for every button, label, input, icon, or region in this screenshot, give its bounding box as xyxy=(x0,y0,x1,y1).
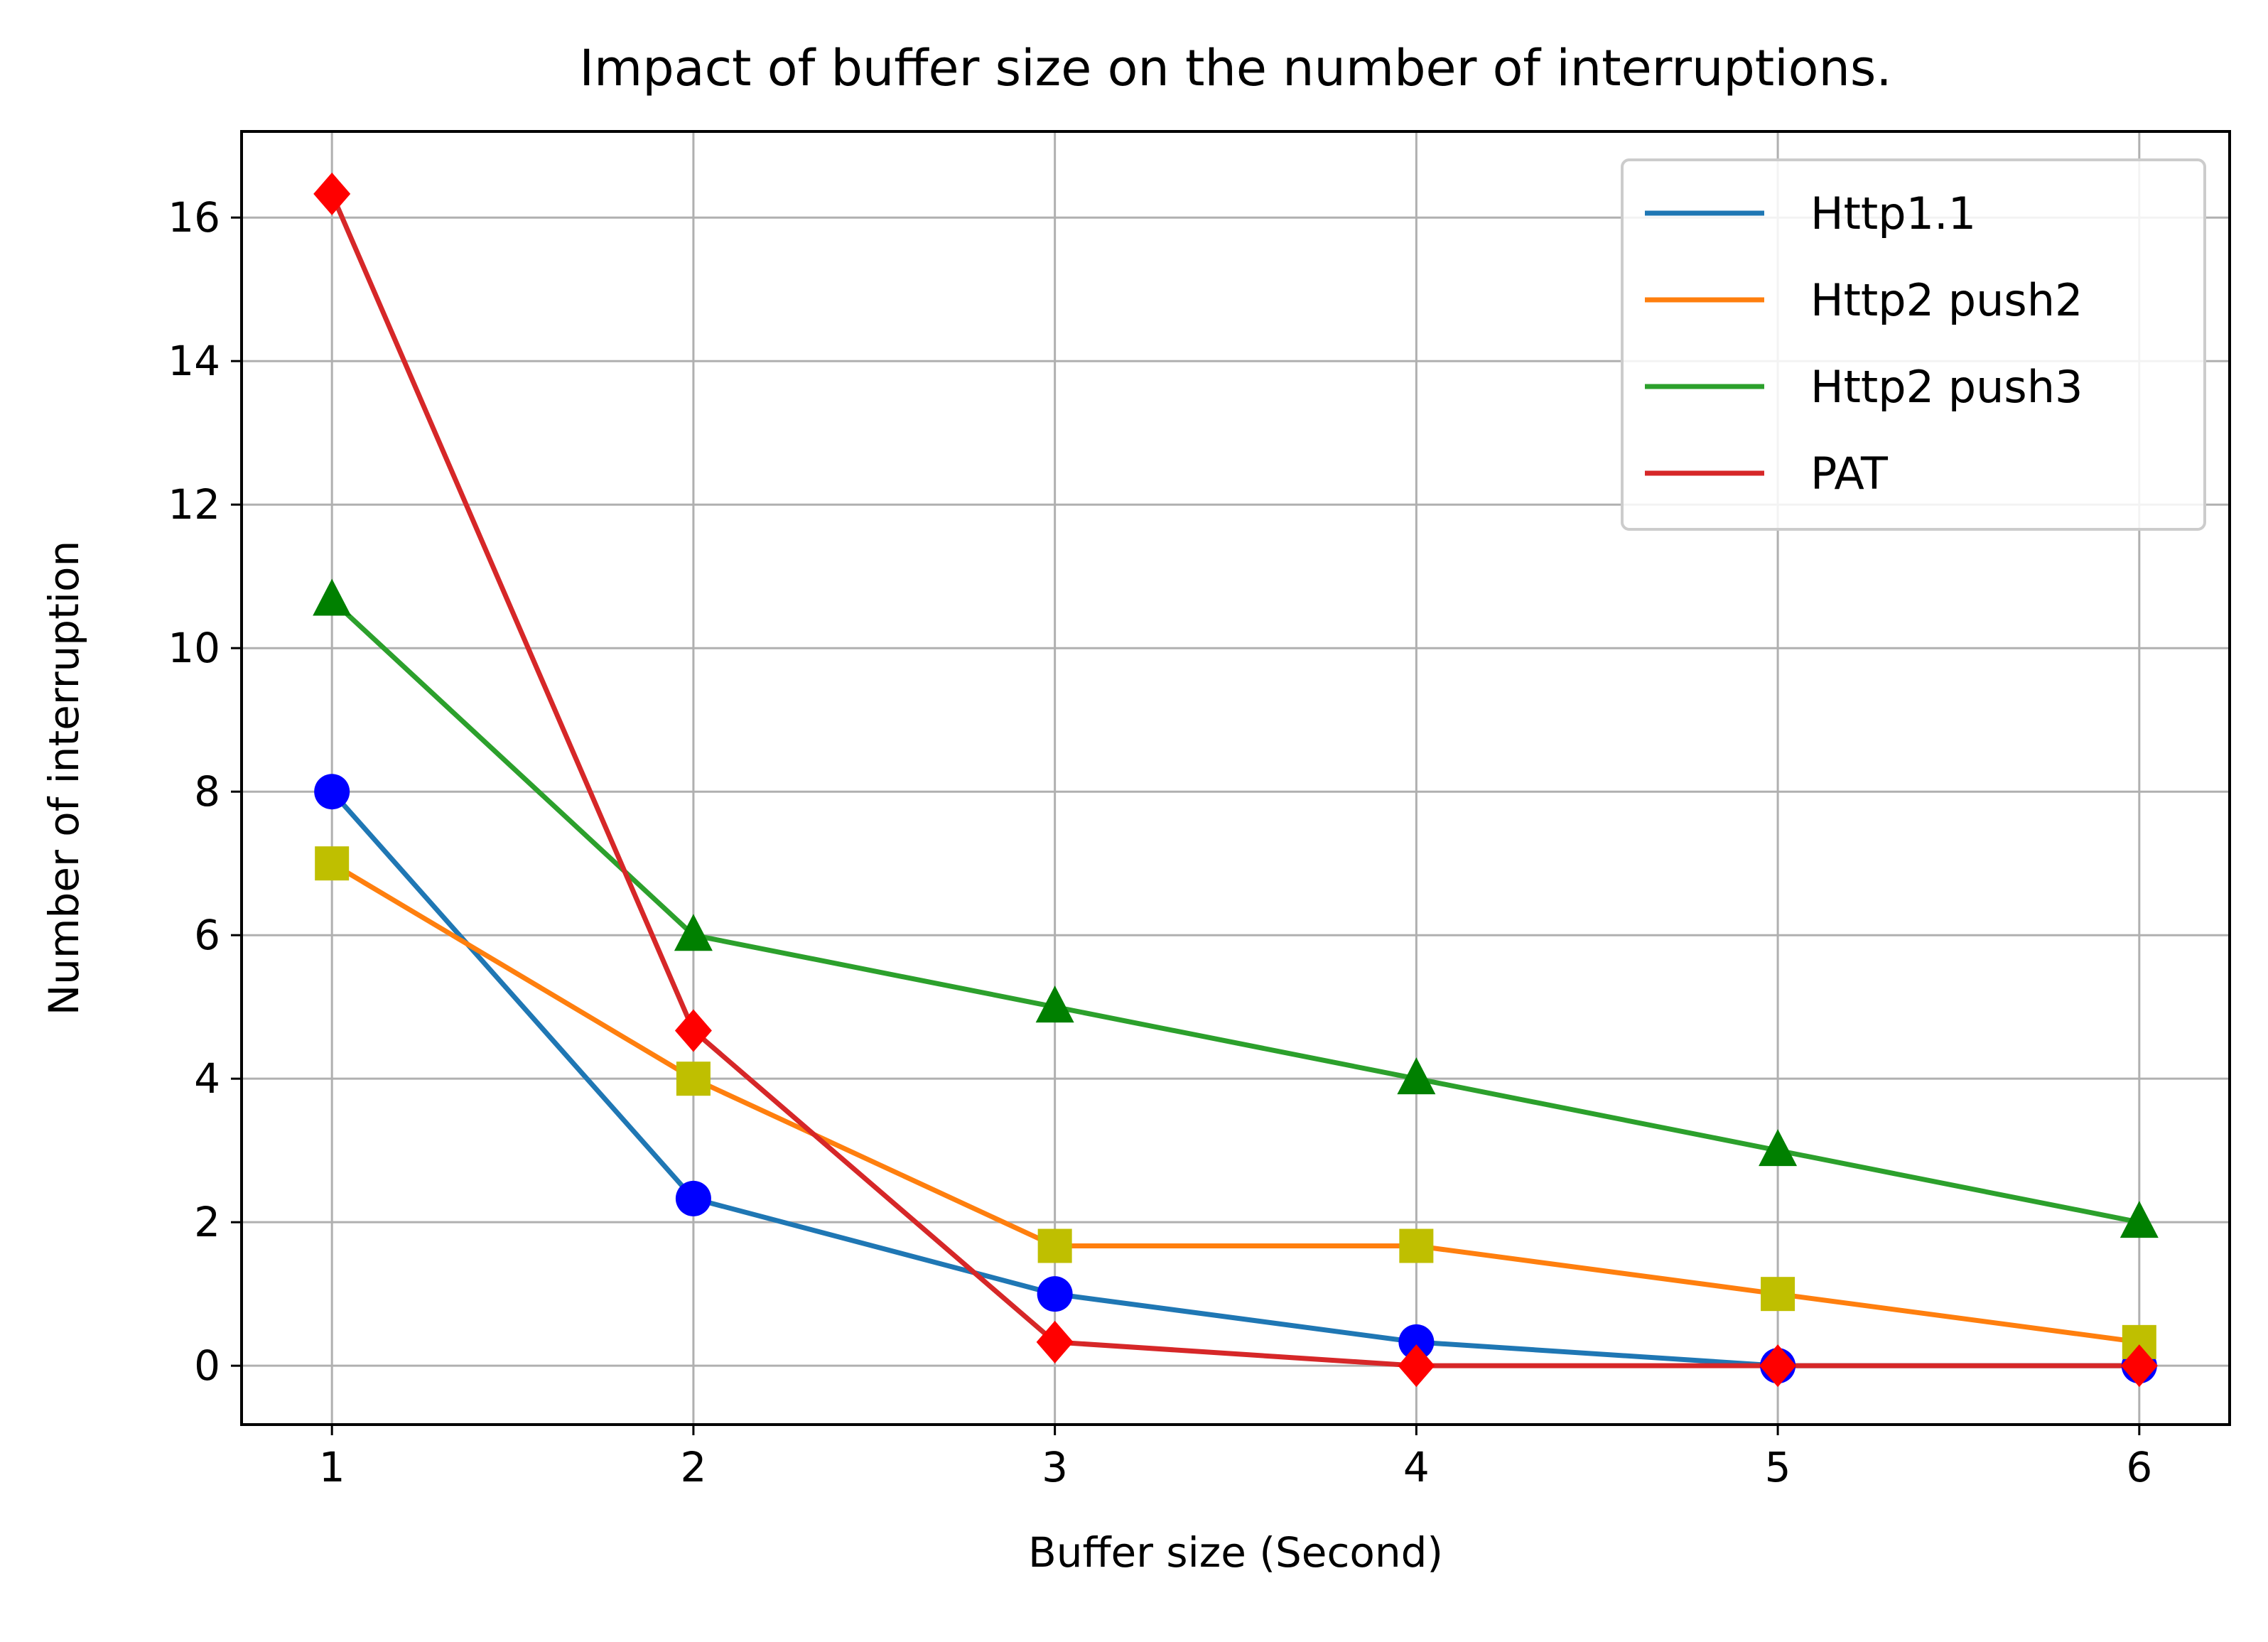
data-point-http2-push3 xyxy=(1397,1057,1436,1095)
data-point-http2-push3 xyxy=(674,914,713,951)
series-line-http2-push2 xyxy=(329,860,2142,1345)
series-markers xyxy=(313,172,2159,1388)
data-point-http2-push3 xyxy=(2120,1201,2159,1238)
y-tick-label: 0 xyxy=(194,1341,220,1390)
plot-frame xyxy=(240,130,2231,1426)
series-line-pat xyxy=(329,191,2142,1368)
y-tick-label: 2 xyxy=(194,1198,220,1246)
data-point-pat xyxy=(313,172,351,215)
data-point-pat xyxy=(674,1009,712,1052)
data-point-pat xyxy=(2120,1344,2158,1388)
series-line-http2-push3 xyxy=(329,598,2142,1225)
data-point-http1-1 xyxy=(314,774,350,810)
legend-label-http2-push3: Http2 push3 xyxy=(1810,361,2083,413)
data-point-http1-1 xyxy=(675,1180,711,1216)
legend-box xyxy=(1621,158,2206,531)
y-tick-label: 12 xyxy=(168,480,220,529)
data-point-pat xyxy=(1036,1320,1074,1363)
data-point-http2-push2 xyxy=(315,846,350,881)
x-tick-label: 5 xyxy=(1765,1443,1791,1491)
data-point-http2-push3 xyxy=(1759,1129,1798,1167)
data-point-http2-push3 xyxy=(313,578,352,616)
grid xyxy=(242,131,2230,1425)
x-tick-label: 3 xyxy=(1042,1443,1068,1491)
y-tick-label: 8 xyxy=(194,767,220,816)
data-point-http2-push2 xyxy=(1761,1277,1796,1312)
data-point-http1-1 xyxy=(1398,1324,1435,1360)
data-point-pat xyxy=(1759,1344,1797,1388)
y-tick-label: 6 xyxy=(194,911,220,959)
legend: Http1.1 Http2 push2 Http2 push3 PAT xyxy=(1621,158,2206,531)
y-tick-label: 10 xyxy=(168,624,220,672)
y-tick-label: 16 xyxy=(168,193,220,242)
legend-label-http2-push2: Http2 push2 xyxy=(1810,274,2083,326)
data-point-http1-1 xyxy=(1037,1276,1073,1312)
data-point-http2-push2 xyxy=(1399,1228,1434,1263)
x-tick-label: 6 xyxy=(2126,1443,2152,1491)
chart-title: Impact of buffer size on the number of i… xyxy=(579,39,1891,97)
series-lines xyxy=(329,191,2142,1368)
y-tick-label: 4 xyxy=(194,1054,220,1103)
x-tick-label: 2 xyxy=(680,1443,706,1491)
y-tick-label: 14 xyxy=(168,337,220,385)
x-tick-label: 4 xyxy=(1403,1443,1430,1491)
legend-label-pat: PAT xyxy=(1810,448,1889,499)
legend-label-http1-1: Http1.1 xyxy=(1810,188,1976,239)
x-axis-label: Buffer size (Second) xyxy=(1028,1528,1443,1577)
x-tick-label: 1 xyxy=(319,1443,345,1491)
data-point-http2-push2 xyxy=(1037,1228,1072,1263)
y-axis-label: Number of interruption xyxy=(40,541,88,1015)
data-point-http2-push2 xyxy=(676,1062,711,1096)
data-point-http2-push3 xyxy=(1035,985,1074,1023)
data-point-pat xyxy=(1398,1344,1435,1388)
